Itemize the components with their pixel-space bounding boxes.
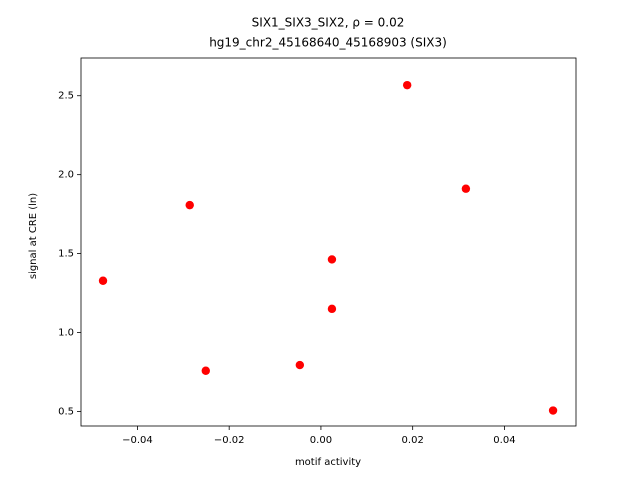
y-tick-label: 1.5 xyxy=(58,249,74,260)
x-tick-label: 0.00 xyxy=(310,435,332,446)
point xyxy=(548,406,558,415)
point xyxy=(185,200,194,210)
y-tick-label: 2.0 xyxy=(58,170,74,181)
point xyxy=(98,276,108,285)
chart-subtitle: hg19_chr2_45168640_45168903 (SIX3) xyxy=(209,36,447,50)
x-tick-label: −0.04 xyxy=(122,435,153,446)
point xyxy=(201,366,210,375)
point xyxy=(327,304,337,314)
x-tick-label: −0.02 xyxy=(214,435,245,446)
point xyxy=(461,184,471,193)
x-tick-label: 0.02 xyxy=(402,435,424,446)
point xyxy=(402,80,412,90)
x-tick-label: 0.04 xyxy=(493,435,515,446)
plot-frame xyxy=(80,57,577,427)
y-tick-label: 0.5 xyxy=(58,406,74,417)
point xyxy=(295,360,305,370)
y-axis-label: signal at CRE (ln) xyxy=(28,193,39,279)
y-tick-label: 1.0 xyxy=(58,328,74,339)
y-tick-label: 2.5 xyxy=(58,91,74,102)
x-axis-label: motif activity xyxy=(295,457,361,468)
point xyxy=(327,255,337,264)
chart-title: SIX1_SIX3_SIX2, ρ = 0.02 xyxy=(252,16,405,30)
